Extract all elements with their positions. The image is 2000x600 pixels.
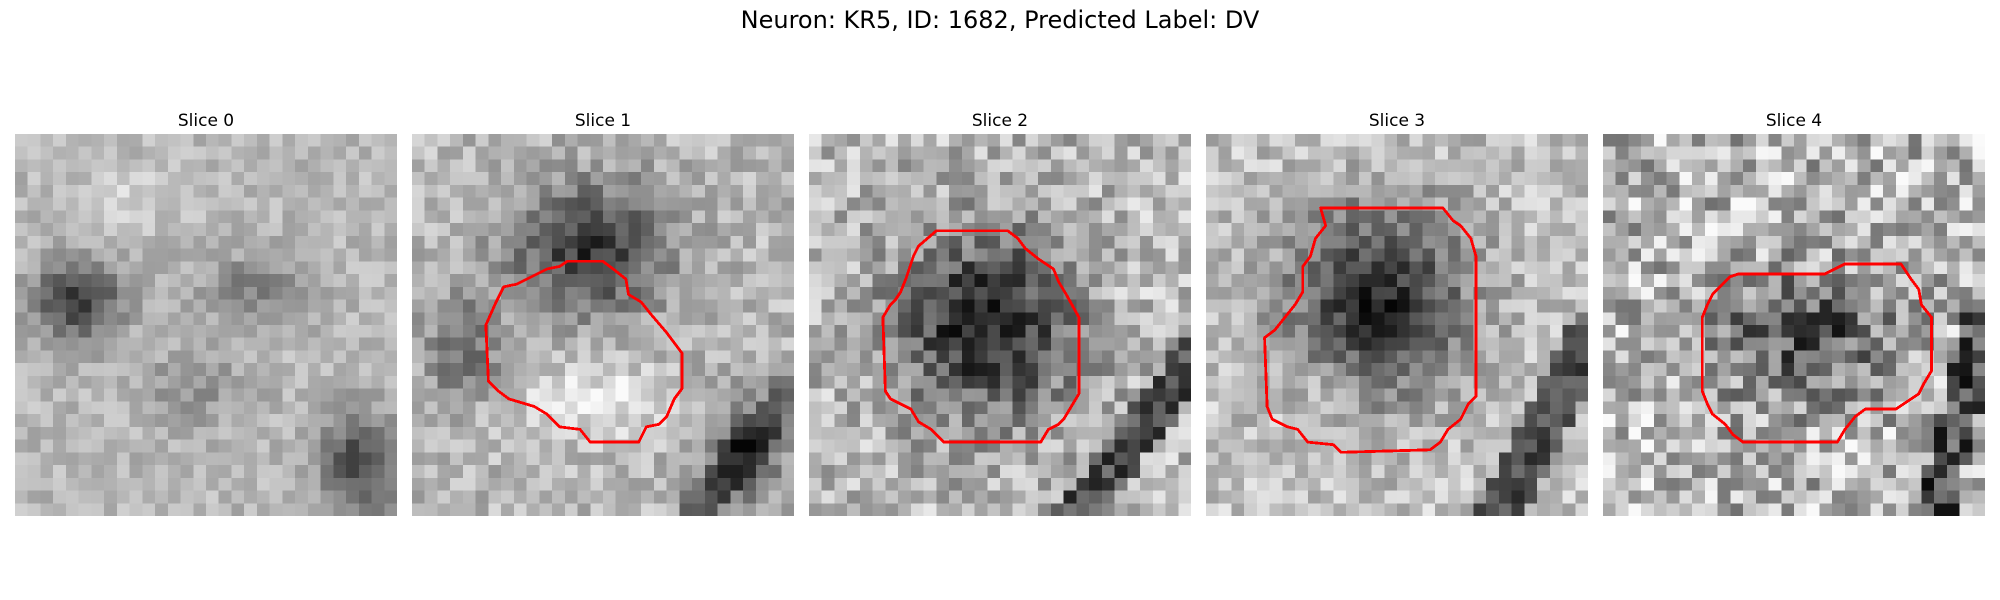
slice-panel-0: Slice 0	[15, 110, 397, 516]
slice-panel-1: Slice 1	[412, 110, 794, 516]
segmentation-contour	[484, 259, 684, 444]
segmentation-contour	[1700, 262, 1933, 444]
slice-image-0	[15, 134, 397, 516]
slice-image-2	[809, 134, 1191, 516]
slice-panel-3: Slice 3	[1206, 110, 1588, 516]
slice-title-1: Slice 1	[574, 111, 632, 131]
slice-panel-4: Slice 4	[1603, 110, 1985, 516]
slice-image-4	[1603, 134, 1985, 516]
segmentation-contour	[1263, 206, 1478, 454]
slice-title-2: Slice 2	[971, 111, 1029, 131]
slice-title-0: Slice 0	[177, 111, 235, 131]
slice-image-1	[412, 134, 794, 516]
figure-title: Neuron: KR5, ID: 1682, Predicted Label: …	[740, 6, 1260, 34]
slice-title-4: Slice 4	[1765, 111, 1823, 131]
slice-panel-2: Slice 2	[809, 110, 1191, 516]
slice-image-3	[1206, 134, 1588, 516]
slice-title-3: Slice 3	[1368, 111, 1426, 131]
segmentation-contour	[881, 229, 1081, 444]
